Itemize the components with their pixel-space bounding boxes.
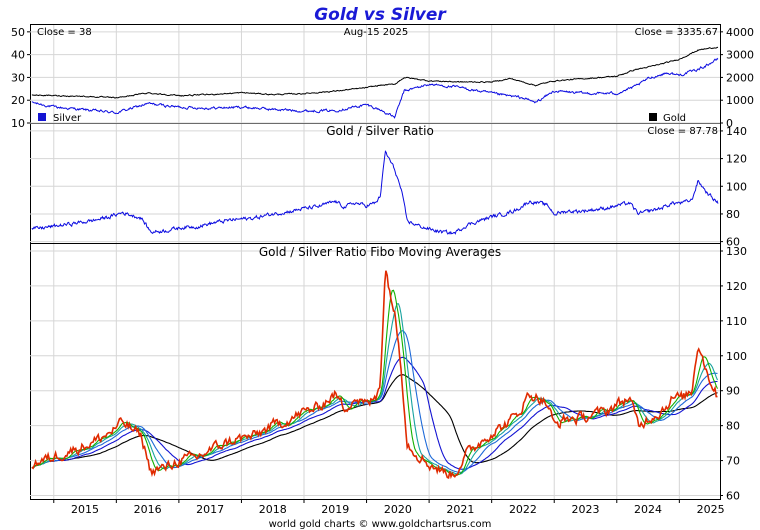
ratio-series [31, 150, 719, 235]
x-tick-label-2023: 2023 [572, 503, 600, 516]
x-tick-label-2019: 2019 [321, 503, 349, 516]
fibo-axis-label-130: 130 [726, 245, 747, 258]
x-tick-label-2018: 2018 [259, 503, 287, 516]
gold-legend-label: Gold [663, 113, 686, 124]
axis-ticks: 2015 2016 2017 2018 2019 2020 2021 2022 2023 2024… [11, 26, 754, 516]
fibo-axis-label-120: 120 [726, 280, 747, 293]
silver-axis-label-40: 40 [11, 49, 25, 62]
fibo-axis-label-90: 90 [726, 385, 740, 398]
gridlines [30, 25, 720, 499]
gold-price-line [31, 46, 719, 99]
x-tick-label-2016: 2016 [134, 503, 162, 516]
date-readout: Aug-15 2025 [344, 27, 409, 38]
fibo-axis-label-60: 60 [726, 490, 740, 503]
gold-close-readout: Close = 3335.67 [635, 27, 718, 38]
chart-title: Gold vs Silver [314, 5, 447, 25]
raw-ratio-line [31, 270, 718, 480]
gold-silver-ratio-line [31, 150, 719, 235]
silver-axis-label-20: 20 [11, 94, 25, 107]
ratio-axis-label-80: 80 [726, 208, 740, 221]
ratio-axis-label-120: 120 [726, 153, 747, 166]
fibo-moving-average-21 [31, 330, 718, 473]
ratio-axis-label-140: 140 [726, 125, 747, 138]
silver-close-readout: Close = 38 [37, 27, 92, 38]
ratio-panel-title: Gold / Silver Ratio [326, 124, 434, 138]
fibo-axis-label-100: 100 [726, 350, 747, 363]
silver-axis-label-50: 50 [11, 26, 25, 39]
ratio-axis-label-60: 60 [726, 236, 740, 249]
gold-axis-label-3000: 3000 [726, 49, 754, 62]
x-tick-label-2021: 2021 [446, 503, 474, 516]
gold-axis-label-4000: 4000 [726, 26, 754, 39]
gold-axis-label-2000: 2000 [726, 71, 754, 84]
x-tick-label-2020: 2020 [384, 503, 412, 516]
silver-axis-label-30: 30 [11, 71, 25, 84]
price-series [31, 46, 719, 119]
silver-legend-label: Silver [53, 113, 82, 124]
fibo-panel-title: Gold / Silver Ratio Fibo Moving Averages [259, 245, 501, 259]
x-tick-label-2022: 2022 [509, 503, 537, 516]
fibo-axis-label-70: 70 [726, 455, 740, 468]
gold-axis-label-1000: 1000 [726, 94, 754, 107]
silver-axis-label-10: 10 [11, 117, 25, 130]
fibo-axis-label-110: 110 [726, 315, 747, 328]
silver-price-line [31, 57, 719, 119]
gold-axis-label-0: 0 [726, 117, 733, 130]
x-tick-label-2024: 2024 [634, 503, 662, 516]
x-tick-label-2025: 2025 [697, 503, 725, 516]
fibo-series [31, 270, 719, 480]
fibo-panel-frame [30, 243, 721, 500]
x-tick-label-2017: 2017 [196, 503, 224, 516]
fibo-axis-label-80: 80 [726, 420, 740, 433]
footer-credit: world gold charts © www.goldchartsrus.co… [269, 519, 492, 530]
x-tick-label-2015: 2015 [71, 503, 99, 516]
ratio-close-readout: Close = 87.78 [647, 126, 718, 137]
gold-legend-swatch [649, 113, 657, 121]
silver-legend-swatch [38, 113, 46, 121]
ratio-axis-label-100: 100 [726, 180, 747, 193]
